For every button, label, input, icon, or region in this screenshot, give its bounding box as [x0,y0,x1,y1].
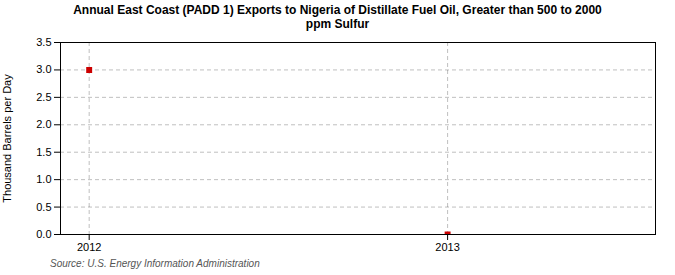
svg-text:0.0: 0.0 [36,228,51,240]
svg-text:2.5: 2.5 [36,91,51,103]
svg-text:Thousand Barrels per Day: Thousand Barrels per Day [1,74,13,203]
svg-text:0.5: 0.5 [36,200,51,212]
svg-text:1.0: 1.0 [36,173,51,185]
svg-text:2013: 2013 [435,241,459,253]
svg-text:3.0: 3.0 [36,63,51,75]
html-text:Source: U.S. Energy Informatio: Source: U.S. Energy Information Administ… [50,257,260,269]
svg-text:3.5: 3.5 [36,36,51,48]
svg-text:2.0: 2.0 [36,118,51,130]
svg-text:2012: 2012 [77,241,101,253]
svg-text:1.5: 1.5 [36,146,51,158]
html-text:Annual East Coast (PADD 1) Exp: Annual East Coast (PADD 1) Exports to Ni… [73,3,602,32]
